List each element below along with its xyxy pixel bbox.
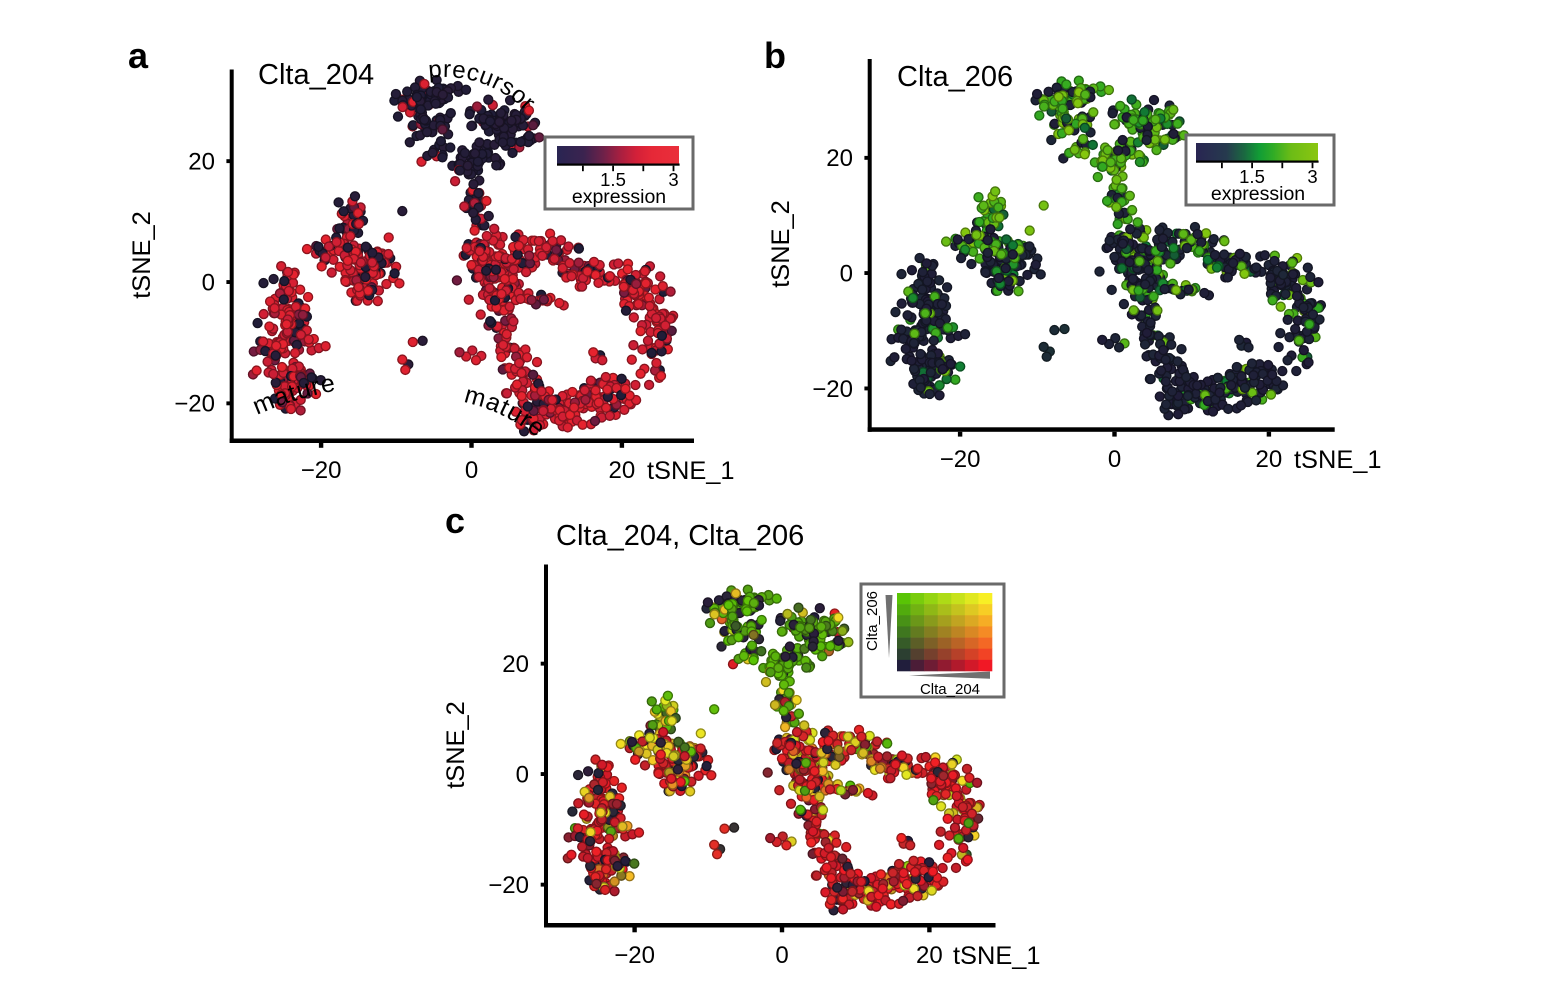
- svg-text:1.5: 1.5: [1239, 166, 1265, 187]
- svg-text:3: 3: [668, 169, 678, 190]
- svg-text:tSNE_2: tSNE_2: [442, 701, 470, 789]
- svg-text:Clta_206: Clta_206: [864, 591, 881, 651]
- svg-text:0: 0: [202, 270, 215, 297]
- svg-text:0: 0: [465, 457, 478, 484]
- svg-text:20: 20: [826, 145, 853, 172]
- svg-text:Clta_204: Clta_204: [258, 59, 374, 91]
- svg-text:20: 20: [916, 942, 943, 969]
- svg-text:tSNE_2: tSNE_2: [767, 200, 795, 288]
- svg-text:0: 0: [840, 261, 853, 288]
- svg-text:0: 0: [516, 762, 529, 789]
- svg-text:−20: −20: [301, 457, 342, 484]
- svg-text:20: 20: [1256, 446, 1283, 473]
- svg-text:−20: −20: [488, 872, 529, 899]
- svg-text:c: c: [445, 500, 465, 541]
- svg-text:−20: −20: [174, 391, 215, 418]
- svg-text:0: 0: [1108, 446, 1121, 473]
- svg-text:tSNE_1: tSNE_1: [647, 457, 735, 485]
- svg-text:−20: −20: [614, 942, 655, 969]
- svg-text:tSNE_1: tSNE_1: [953, 942, 1041, 970]
- svg-text:a: a: [128, 35, 149, 76]
- svg-text:1.5: 1.5: [600, 169, 626, 190]
- svg-text:−20: −20: [940, 446, 981, 473]
- svg-text:Clta_206: Clta_206: [897, 61, 1013, 93]
- svg-text:20: 20: [609, 457, 636, 484]
- svg-text:expression: expression: [1211, 183, 1305, 205]
- svg-text:−20: −20: [812, 376, 853, 403]
- svg-text:20: 20: [502, 651, 529, 678]
- svg-text:expression: expression: [572, 186, 666, 208]
- svg-text:Clta_204: Clta_204: [920, 681, 980, 698]
- svg-text:3: 3: [1307, 166, 1317, 187]
- svg-text:Clta_204, Clta_206: Clta_204, Clta_206: [556, 520, 804, 552]
- svg-text:b: b: [764, 35, 786, 76]
- svg-text:0: 0: [775, 942, 788, 969]
- svg-text:tSNE_1: tSNE_1: [1294, 446, 1382, 474]
- svg-text:20: 20: [188, 149, 215, 176]
- svg-text:tSNE_2: tSNE_2: [128, 211, 156, 299]
